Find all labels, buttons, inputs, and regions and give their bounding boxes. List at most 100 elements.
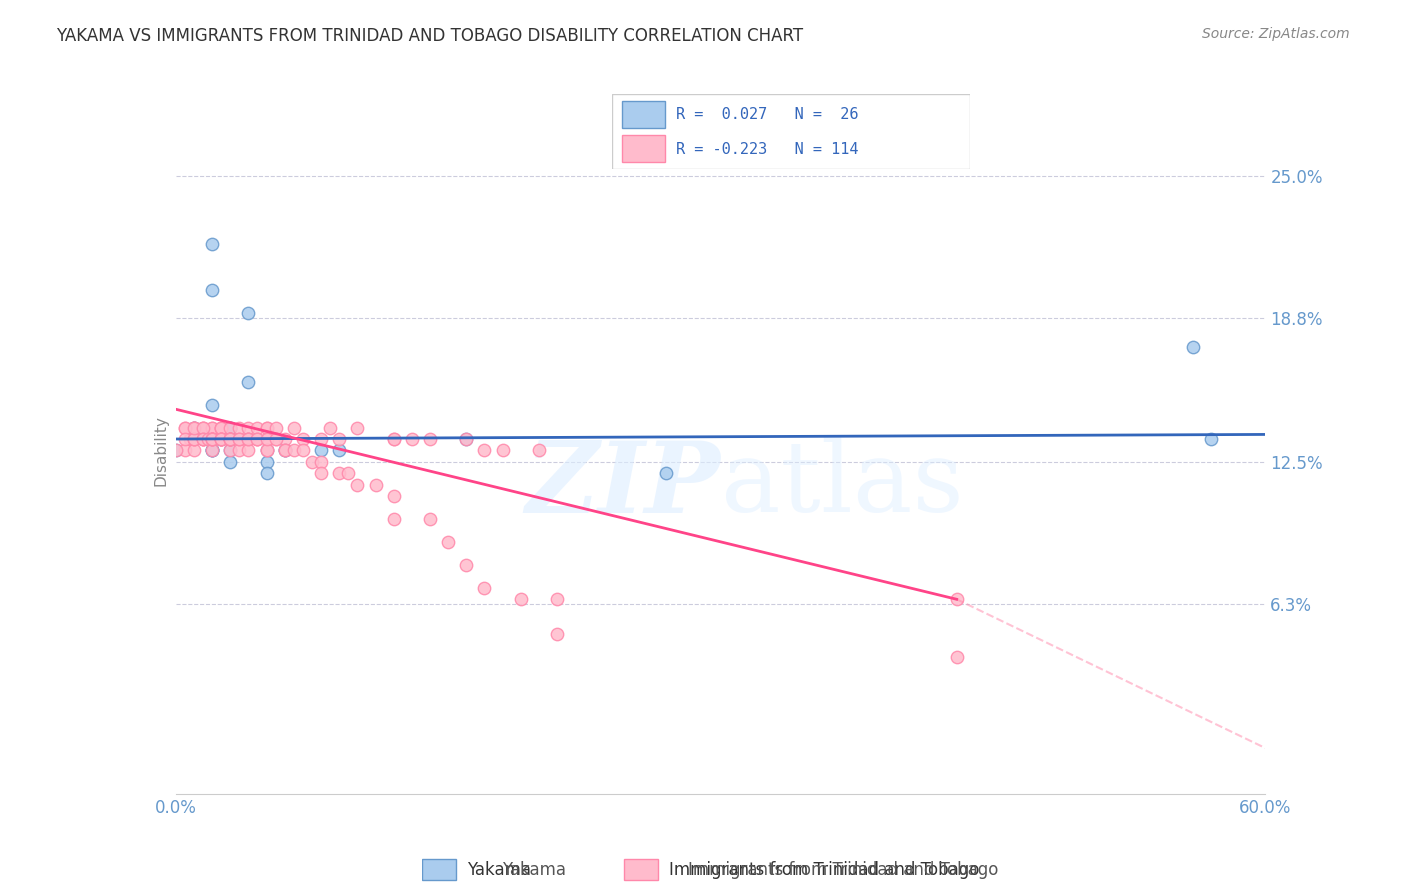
Point (219, 432, 242, 446)
Point (191, 420, 214, 434)
Bar (422, 859, 456, 880)
Point (301, 455, 323, 469)
Point (419, 432, 441, 446)
Point (1181, 340, 1204, 354)
Point (238, 432, 260, 446)
Point (309, 432, 332, 446)
Point (219, 432, 242, 446)
Point (183, 420, 205, 434)
Point (191, 432, 214, 446)
FancyBboxPatch shape (623, 101, 665, 128)
Point (191, 432, 214, 446)
Point (201, 420, 224, 434)
Point (209, 432, 232, 446)
Point (183, 432, 205, 446)
Point (201, 420, 224, 434)
Point (346, 420, 368, 434)
Point (238, 420, 260, 434)
Point (165, 443, 187, 458)
Point (209, 420, 232, 434)
Point (283, 420, 305, 434)
Point (201, 432, 224, 446)
Point (238, 432, 260, 446)
Text: R =  0.027   N =  26: R = 0.027 N = 26 (676, 107, 859, 122)
Point (238, 306, 260, 320)
Point (209, 432, 232, 446)
Point (256, 443, 278, 458)
Text: R = -0.223   N = 114: R = -0.223 N = 114 (676, 142, 859, 156)
Point (201, 443, 224, 458)
Point (238, 375, 260, 389)
Point (219, 432, 242, 446)
Text: Yakama: Yakama (467, 861, 531, 879)
Text: Source: ZipAtlas.com: Source: ZipAtlas.com (1202, 27, 1350, 41)
Point (328, 443, 350, 458)
FancyBboxPatch shape (623, 136, 665, 161)
Point (201, 398, 224, 412)
Point (256, 455, 278, 469)
Point (546, 626, 568, 640)
Point (165, 443, 187, 458)
Point (256, 443, 278, 458)
Point (173, 420, 195, 434)
Point (191, 432, 214, 446)
Point (309, 467, 332, 481)
Point (219, 432, 242, 446)
Point (238, 432, 260, 446)
Point (209, 432, 232, 446)
Point (238, 432, 260, 446)
Point (201, 432, 224, 446)
Text: Immigrants from Trinidad and Tobago: Immigrants from Trinidad and Tobago (669, 861, 980, 879)
Point (183, 432, 205, 446)
Point (283, 443, 305, 458)
Point (546, 592, 568, 607)
Point (219, 432, 242, 446)
Point (291, 443, 314, 458)
Point (201, 432, 224, 446)
Point (264, 432, 287, 446)
Point (201, 432, 224, 446)
Point (183, 443, 205, 458)
Point (197, 432, 219, 446)
Point (201, 237, 224, 252)
Point (201, 432, 224, 446)
Point (256, 420, 278, 434)
Point (201, 443, 224, 458)
Point (246, 432, 269, 446)
Point (219, 432, 242, 446)
Point (219, 420, 242, 434)
Point (256, 432, 278, 446)
Point (183, 420, 205, 434)
Point (238, 443, 260, 458)
Point (238, 432, 260, 446)
Point (382, 512, 405, 526)
Point (209, 432, 232, 446)
Point (364, 478, 387, 492)
Point (246, 432, 269, 446)
Point (201, 432, 224, 446)
Point (945, 649, 967, 664)
Bar (624, 859, 658, 880)
Point (309, 455, 332, 469)
Point (274, 432, 297, 446)
Point (456, 558, 478, 572)
Text: YAKAMA VS IMMIGRANTS FROM TRINIDAD AND TOBAGO DISABILITY CORRELATION CHART: YAKAMA VS IMMIGRANTS FROM TRINIDAD AND T… (56, 27, 803, 45)
Point (328, 432, 350, 446)
Point (183, 432, 205, 446)
Text: Immigrants from Trinidad and Tobago: Immigrants from Trinidad and Tobago (689, 861, 998, 879)
Point (256, 432, 278, 446)
Point (456, 432, 478, 446)
Point (264, 432, 287, 446)
Point (228, 420, 250, 434)
Point (492, 443, 515, 458)
Point (456, 432, 478, 446)
Point (201, 283, 224, 297)
Point (246, 420, 269, 434)
Point (183, 420, 205, 434)
Point (201, 443, 224, 458)
Point (201, 432, 224, 446)
Text: Yakama: Yakama (502, 861, 567, 879)
Point (291, 432, 314, 446)
Point (173, 420, 195, 434)
Point (209, 432, 232, 446)
